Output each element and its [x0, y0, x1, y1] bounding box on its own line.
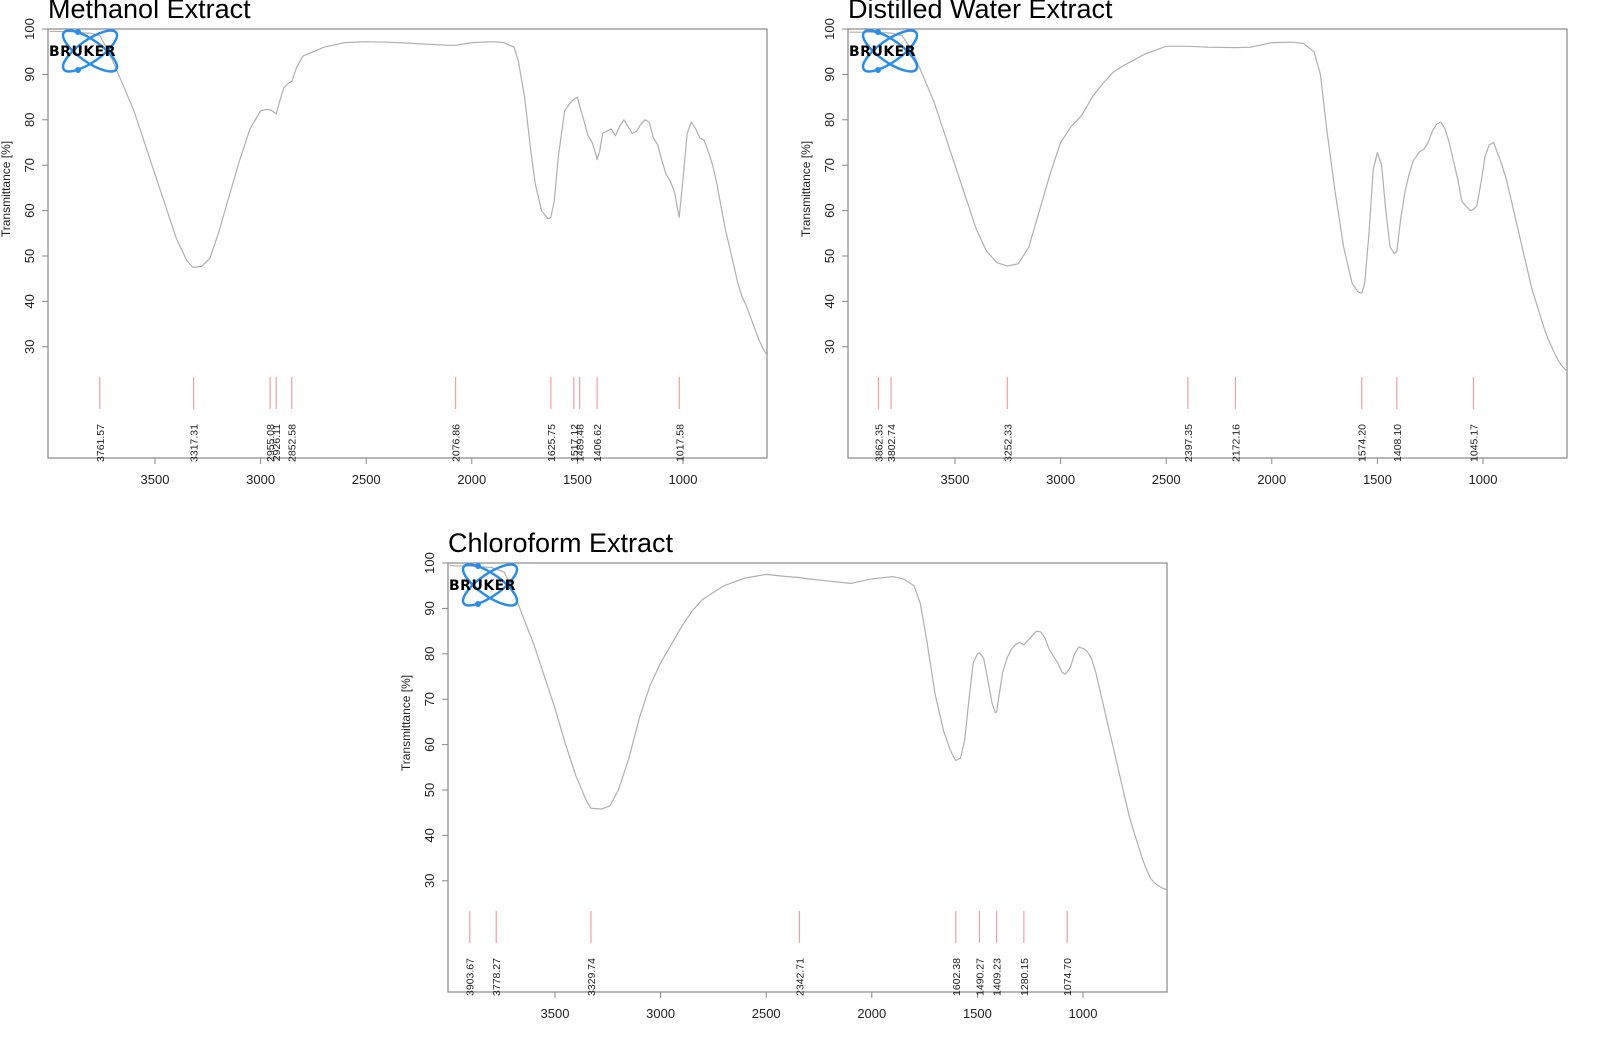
x-tick-label: 3500: [941, 472, 970, 487]
x-tick-label: 1000: [1069, 1006, 1098, 1021]
spectrum-line: [449, 565, 1167, 891]
y-tick-label: 60: [422, 737, 437, 751]
panel-chloroform-extract: Chloroform Extract 100 90 80 70 60 50 40 30 Tran…: [399, 530, 1200, 1034]
x-tick-label: 1500: [563, 472, 592, 487]
bruker-logo: BRUKER: [849, 29, 919, 73]
ir-spectrum-chart: 100 90 80 70 60 50 40 30 Transmittance [%] 3500 30…: [399, 552, 1168, 1021]
peak-label: 1408.10: [1392, 424, 1404, 462]
x-tick-label: 1500: [1363, 472, 1392, 487]
peak-label: 1406.62: [592, 424, 604, 462]
plot-frame: [447, 562, 1168, 993]
x-tick-label: 3000: [1046, 472, 1075, 487]
x-tick-label: 2500: [1152, 472, 1181, 487]
x-tick-label: 2000: [857, 1006, 886, 1021]
peak-label: 2926.11: [271, 424, 283, 461]
x-tick-label: 2000: [1257, 472, 1286, 487]
peak-label: 3761.57: [95, 424, 107, 462]
bruker-logo: BRUKER: [49, 29, 119, 73]
y-tick-label: 80: [22, 113, 37, 127]
panel-distilled-water-extract: Distilled Water Extract 100 90 80 70 60 50 40 3…: [799, 0, 1600, 500]
y-tick-label: 40: [22, 294, 37, 308]
y-tick-label: 40: [822, 294, 837, 308]
peak-label: 1074.70: [1062, 958, 1074, 996]
peak-label: 1017.58: [674, 424, 686, 462]
ir-spectrum-chart: 100 90 80 70 60 50 40 30 Transmittance [%] 3500 30…: [0, 18, 768, 487]
x-tick-label: 2500: [752, 1006, 781, 1021]
y-tick-label: 30: [422, 874, 437, 888]
x-tick-label: 1500: [963, 1006, 992, 1021]
peak-label: 1490.27: [974, 958, 986, 996]
y-tick-label: 50: [22, 249, 37, 263]
y-axis-label: Transmittance [%]: [399, 675, 413, 771]
y-axis-label: Transmittance [%]: [0, 141, 13, 237]
y-tick-label: 70: [822, 158, 837, 172]
peak-label: 1489.48: [575, 424, 587, 462]
peak-label: 3862.35: [873, 424, 885, 462]
chart-title: Distilled Water Extract: [848, 0, 1113, 24]
x-tick-label: 1000: [669, 472, 698, 487]
bruker-logo-text: BRUKER: [449, 578, 516, 594]
y-tick-label: 70: [22, 158, 37, 172]
y-tick-label: 100: [822, 18, 837, 40]
x-tick-label: 3500: [141, 472, 170, 487]
chart-title: Chloroform Extract: [448, 528, 674, 558]
x-tick-label: 2000: [457, 472, 486, 487]
bruker-logo-text: BRUKER: [49, 44, 116, 60]
bruker-logo: BRUKER: [449, 563, 519, 607]
peak-label: 3802.74: [886, 424, 898, 462]
plot-frame: [47, 28, 768, 459]
peak-label: 2397.35: [1183, 424, 1195, 462]
peak-label: 1045.17: [1468, 424, 1480, 462]
x-tick-label: 2500: [352, 472, 381, 487]
y-tick-label: 90: [422, 601, 437, 615]
y-tick-label: 90: [22, 67, 37, 81]
y-tick-label: 90: [822, 67, 837, 81]
spectrum-line: [849, 31, 1567, 373]
peak-label: 1517.12: [569, 424, 581, 462]
peak-label: 1280.15: [1019, 958, 1031, 996]
y-tick-label: 50: [822, 249, 837, 263]
y-tick-label: 50: [422, 783, 437, 797]
y-tick-label: 80: [822, 113, 837, 127]
y-tick-label: 80: [422, 647, 437, 661]
bruker-logo-text: BRUKER: [849, 44, 916, 60]
y-tick-label: 100: [22, 18, 37, 40]
peak-label: 2342.71: [794, 958, 806, 996]
x-tick-label: 3500: [541, 1006, 570, 1021]
y-axis-label: Transmittance [%]: [799, 141, 813, 237]
peak-label: 2076.86: [451, 424, 463, 462]
y-tick-label: 70: [422, 692, 437, 706]
peak-label: 3317.31: [189, 424, 201, 462]
peak-label: 3252.33: [1002, 424, 1014, 462]
peak-label: 1602.38: [951, 958, 963, 996]
y-tick-label: 100: [422, 552, 437, 574]
y-tick-label: 60: [822, 203, 837, 217]
chart-title: Methanol Extract: [48, 0, 251, 24]
peak-label: 1625.75: [546, 424, 558, 462]
panel-methanol-extract: Methanol Extract 100 90 80 70 60 50 40 30 Transm…: [0, 0, 800, 500]
y-tick-label: 30: [822, 340, 837, 354]
x-tick-label: 3000: [246, 472, 275, 487]
y-tick-label: 60: [22, 203, 37, 217]
peak-label: 1409.23: [992, 958, 1004, 996]
spectrum-line: [49, 30, 767, 357]
x-tick-label: 1000: [1469, 472, 1498, 487]
plot-frame: [847, 28, 1568, 459]
peak-label: 3903.67: [465, 958, 477, 996]
peak-label: 2955.08: [265, 424, 277, 462]
y-tick-label: 40: [422, 828, 437, 842]
peak-label: 3329.74: [586, 958, 598, 996]
x-tick-label: 3000: [646, 1006, 675, 1021]
peak-label: 2172.16: [1230, 424, 1242, 462]
y-tick-label: 30: [22, 340, 37, 354]
peak-label: 2852.58: [287, 424, 299, 462]
peak-label: 1574.20: [1357, 424, 1369, 462]
peak-label: 3778.27: [491, 958, 503, 996]
ir-spectrum-chart: 100 90 80 70 60 50 40 30 Transmittance [%] 3500 30…: [799, 18, 1568, 487]
